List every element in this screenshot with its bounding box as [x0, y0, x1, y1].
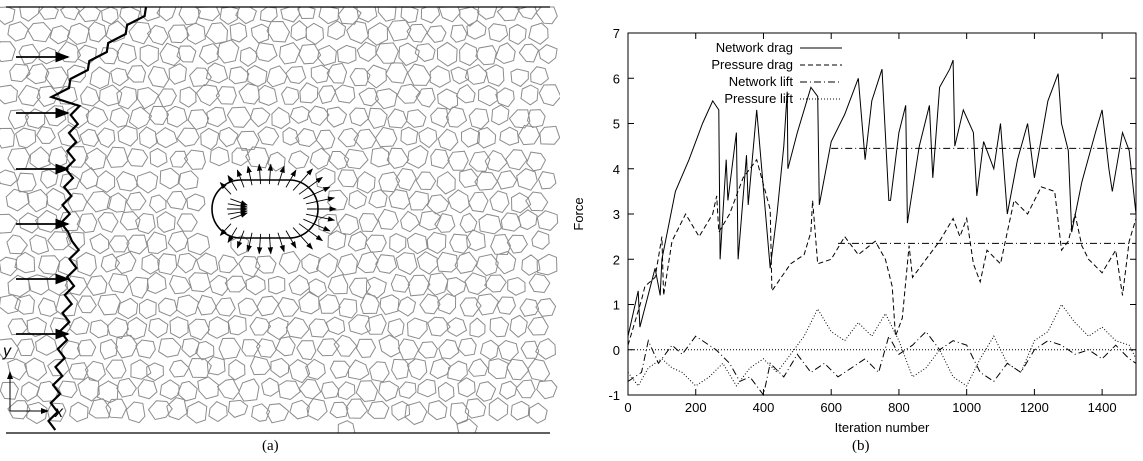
y-tick-label: 4 — [613, 162, 620, 177]
bow-shock-front — [47, 6, 148, 431]
surface-force-arrows — [219, 163, 337, 255]
force-arrow — [277, 232, 285, 253]
force-arrow — [285, 169, 297, 188]
panel-b: 0 200 400 600 800 1000 1200 1400 -1 0 1 2 3 4 5 6 7 Netw… — [560, 0, 1143, 461]
force-arrow — [305, 213, 336, 222]
axis-y-label: y — [2, 343, 12, 360]
x-tick-label: 200 — [685, 400, 707, 415]
series-pressure-drag — [627, 158, 1137, 346]
caption-b: (b) — [852, 438, 870, 454]
force-arrow — [236, 230, 245, 249]
legend-label: Pressure drag — [711, 57, 793, 72]
y-tick-label: 3 — [613, 207, 620, 222]
force-arrow — [303, 186, 331, 200]
force-arrow — [246, 165, 253, 186]
force-arrow — [256, 233, 263, 255]
force-arrow — [285, 230, 297, 249]
y-tick-label: 7 — [613, 26, 620, 41]
series-pressure-lift — [627, 303, 1137, 387]
force-arrow — [292, 227, 313, 250]
legend-label: Network lift — [729, 74, 794, 89]
force-arrow — [292, 168, 313, 191]
force-arrow — [267, 233, 274, 255]
force-arrow — [227, 227, 238, 244]
panel-a: y x (a) — [0, 0, 562, 461]
plot-frame — [627, 32, 1137, 396]
force-chart: 0 200 400 600 800 1000 1200 1400 -1 0 1 2 3 4 5 6 7 Netw… — [571, 26, 1137, 435]
force-arrow — [230, 198, 248, 206]
x-tick-label: 0 — [624, 400, 631, 415]
series-network-drag — [627, 59, 1137, 337]
force-arrow — [256, 163, 263, 185]
obstacle-body — [211, 163, 337, 255]
force-arrow — [227, 174, 238, 191]
y-tick-label: 1 — [613, 298, 620, 313]
x-tick-label: 600 — [820, 400, 842, 415]
legend-label: Network drag — [716, 40, 793, 55]
force-arrow — [298, 176, 324, 195]
x-tick-label: 1400 — [1088, 400, 1117, 415]
force-arrow — [246, 232, 253, 253]
force-arrow — [298, 223, 324, 242]
force-arrow — [267, 163, 274, 185]
force-arrow — [230, 212, 248, 220]
force-arrow — [219, 182, 232, 195]
y-tick-label: 0 — [613, 343, 620, 358]
coordinate-axes: y x — [2, 343, 64, 421]
force-arrow — [236, 169, 245, 188]
mesh-diagram: y x — [0, 6, 562, 434]
force-arrow — [227, 203, 248, 209]
caption-a: (a) — [262, 438, 279, 454]
x-axis-label: Iteration number — [835, 420, 930, 435]
y-tick-label: -1 — [608, 388, 620, 403]
x-tick-label: 1000 — [952, 400, 981, 415]
obstacle-outline — [211, 179, 319, 239]
y-tick-label: 6 — [613, 71, 620, 86]
series-network-lift — [627, 330, 1137, 397]
y-tick-label: 2 — [613, 252, 620, 267]
legend-label: Pressure lift — [724, 91, 793, 106]
force-arrow — [305, 196, 336, 205]
force-arrow — [277, 165, 285, 186]
inflow-arrows — [16, 51, 70, 340]
force-arrow — [303, 218, 331, 232]
force-arrow — [219, 223, 232, 236]
x-tick-label: 400 — [753, 400, 775, 415]
x-tick-label: 800 — [888, 400, 910, 415]
y-tick-label: 5 — [613, 117, 620, 132]
y-axis-label: Force — [571, 197, 586, 230]
axis-x-label: x — [54, 404, 64, 421]
x-tick-label: 1200 — [1020, 400, 1049, 415]
